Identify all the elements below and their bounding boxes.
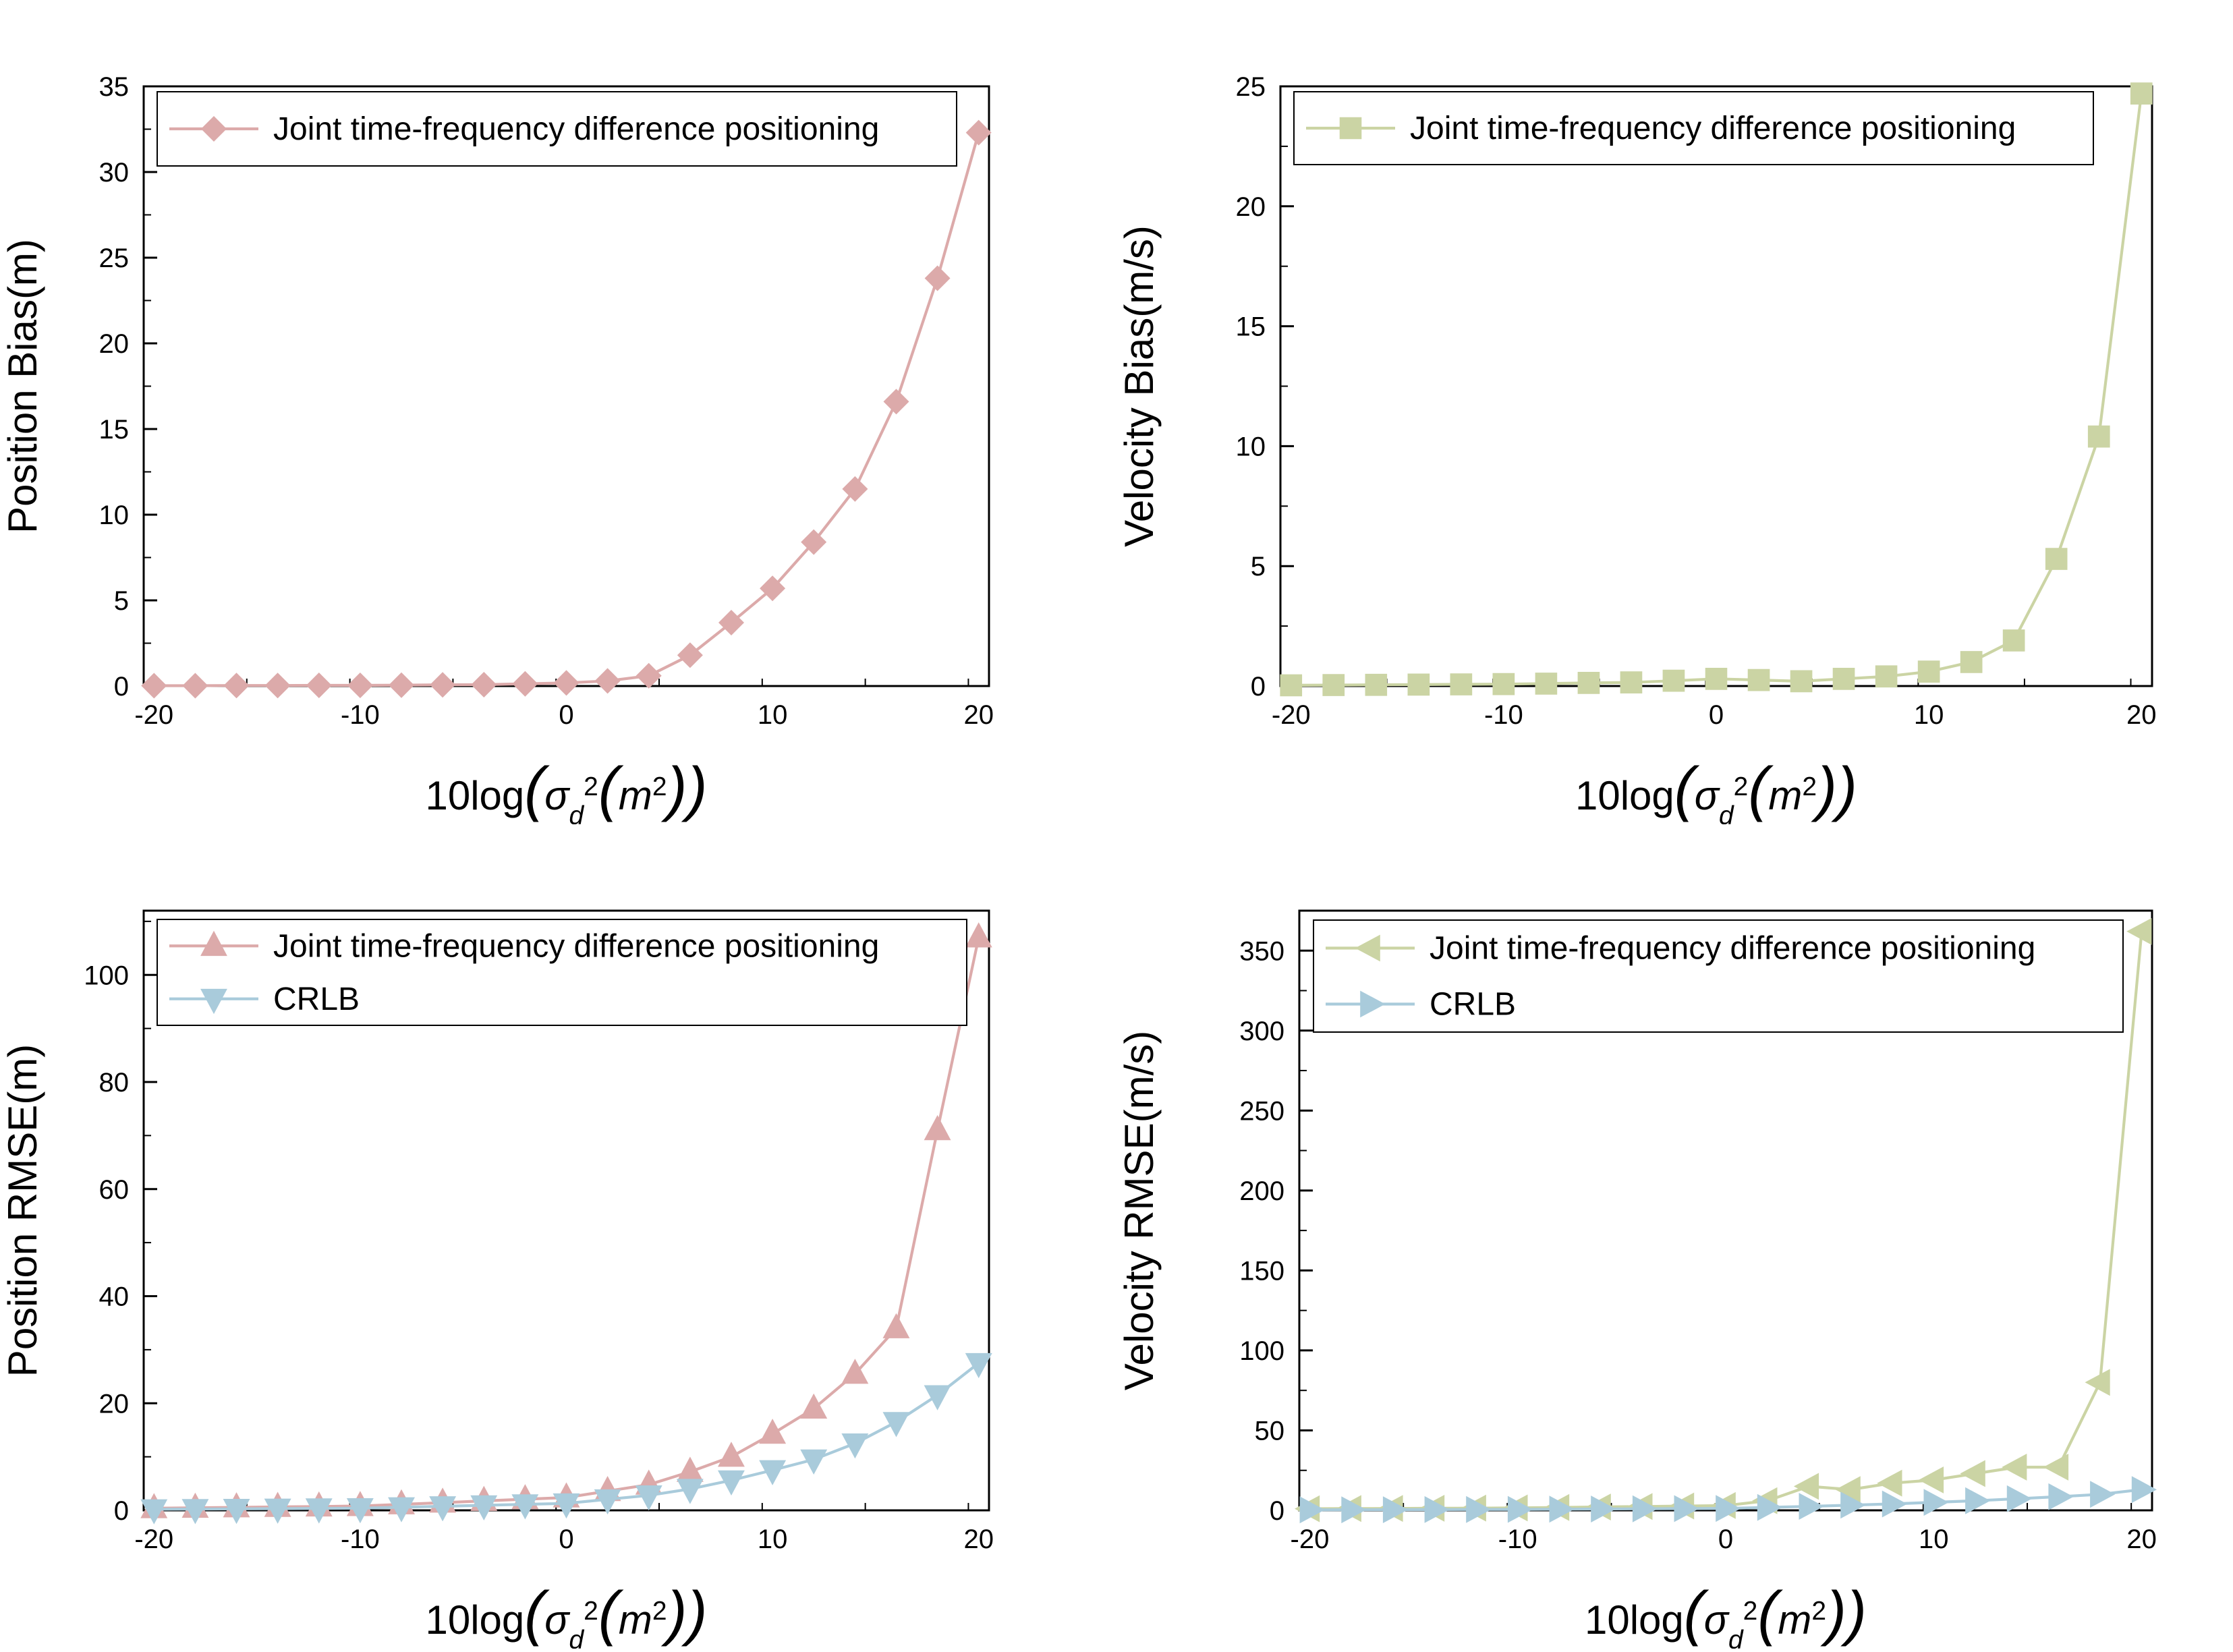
svg-text:25: 25 xyxy=(99,244,130,273)
svg-text:10: 10 xyxy=(1919,1525,1949,1554)
svg-text:20: 20 xyxy=(2126,700,2157,730)
svg-text:0: 0 xyxy=(1251,672,1266,702)
svg-text:-10: -10 xyxy=(341,1525,380,1554)
svg-text:-10: -10 xyxy=(1484,700,1523,730)
svg-text:5: 5 xyxy=(114,586,129,616)
svg-text:25: 25 xyxy=(1236,72,1266,102)
svg-text:20: 20 xyxy=(99,329,130,359)
svg-text:20: 20 xyxy=(963,700,994,730)
svg-text:0: 0 xyxy=(1270,1496,1284,1526)
svg-text:Joint time-frequency differenc: Joint time-frequency difference position… xyxy=(273,928,879,964)
svg-text:-10: -10 xyxy=(341,700,380,730)
svg-text:100: 100 xyxy=(1239,1336,1284,1366)
svg-text:0: 0 xyxy=(559,700,573,730)
svg-text:Position RMSE(m): Position RMSE(m) xyxy=(0,1044,45,1377)
svg-text:0: 0 xyxy=(1709,700,1724,730)
svg-text:10: 10 xyxy=(758,700,788,730)
svg-text:20: 20 xyxy=(963,1525,994,1554)
svg-text:10: 10 xyxy=(1914,700,1944,730)
svg-text:CRLB: CRLB xyxy=(273,981,360,1017)
svg-text:Joint time-frequency differenc: Joint time-frequency difference position… xyxy=(273,111,879,147)
svg-text:-20: -20 xyxy=(134,700,173,730)
svg-text:150: 150 xyxy=(1239,1256,1284,1286)
svg-text:100: 100 xyxy=(84,961,129,990)
svg-text:Joint time-frequency differenc: Joint time-frequency difference position… xyxy=(1410,111,2016,146)
svg-text:60: 60 xyxy=(99,1175,130,1205)
svg-text:80: 80 xyxy=(99,1068,130,1098)
svg-text:-20: -20 xyxy=(1272,700,1311,730)
svg-text:Joint time-frequency differenc: Joint time-frequency difference position… xyxy=(1430,931,2035,967)
svg-text:250: 250 xyxy=(1239,1096,1284,1126)
svg-text:50: 50 xyxy=(1255,1416,1285,1446)
svg-text:10: 10 xyxy=(99,501,130,530)
svg-text:20: 20 xyxy=(1236,192,1266,222)
svg-text:0: 0 xyxy=(114,1496,129,1526)
svg-text:Velocity RMSE(m/s): Velocity RMSE(m/s) xyxy=(1116,1031,1162,1390)
svg-text:5: 5 xyxy=(1251,552,1266,581)
svg-text:Position Bias(m): Position Bias(m) xyxy=(0,239,45,534)
svg-text:15: 15 xyxy=(99,415,130,445)
svg-text:Velocity Bias(m/s): Velocity Bias(m/s) xyxy=(1116,225,1162,547)
svg-text:10: 10 xyxy=(758,1525,788,1554)
svg-text:20: 20 xyxy=(2126,1525,2157,1554)
svg-text:0: 0 xyxy=(1718,1525,1733,1554)
svg-text:15: 15 xyxy=(1236,312,1266,342)
svg-text:200: 200 xyxy=(1239,1176,1284,1206)
svg-text:10: 10 xyxy=(1236,432,1266,461)
svg-text:20: 20 xyxy=(99,1389,130,1419)
svg-text:300: 300 xyxy=(1239,1017,1284,1046)
svg-text:350: 350 xyxy=(1239,936,1284,966)
svg-text:0: 0 xyxy=(114,672,129,702)
svg-text:0: 0 xyxy=(559,1525,573,1554)
svg-text:40: 40 xyxy=(99,1282,130,1312)
svg-text:30: 30 xyxy=(99,158,130,188)
svg-text:-20: -20 xyxy=(1291,1525,1330,1554)
svg-text:CRLB: CRLB xyxy=(1430,987,1516,1023)
svg-text:35: 35 xyxy=(99,72,130,102)
svg-text:-10: -10 xyxy=(1498,1525,1537,1554)
svg-text:-20: -20 xyxy=(134,1525,173,1554)
